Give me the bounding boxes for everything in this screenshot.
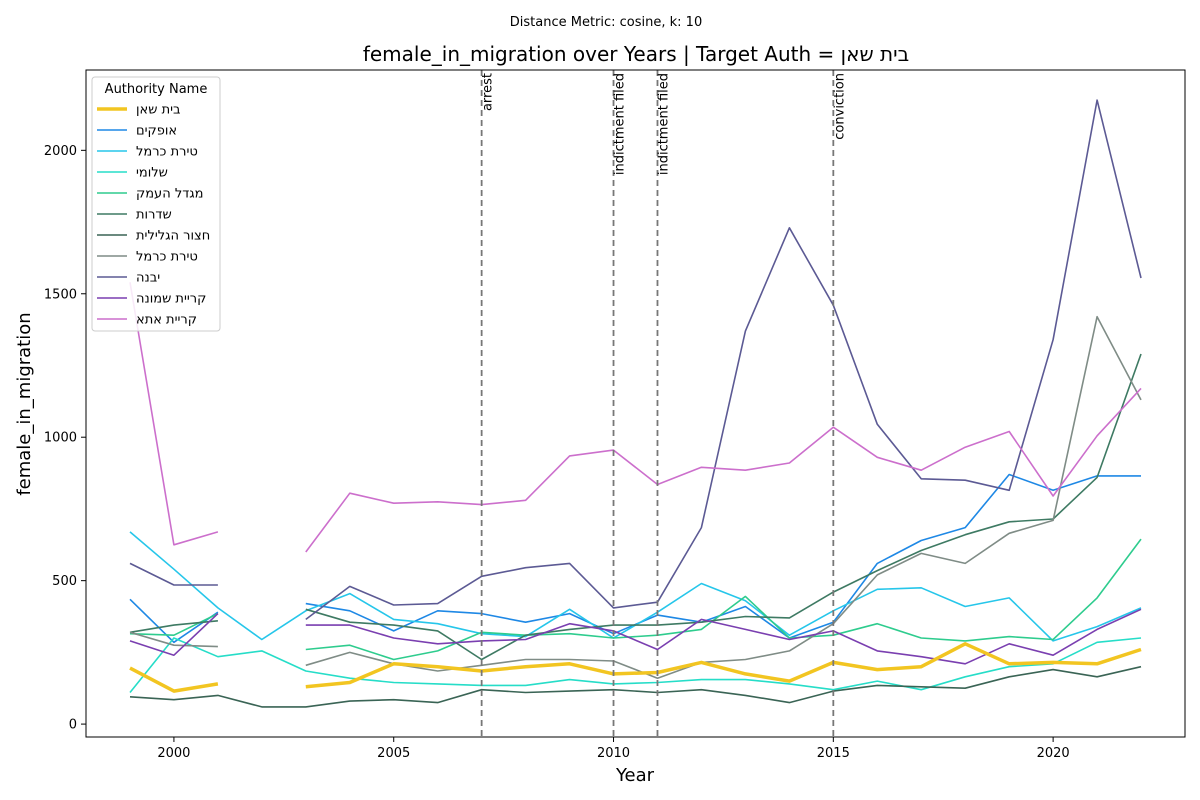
series-line — [129, 631, 218, 648]
event-markers: arrest indictment filed indictment filed co… — [481, 70, 847, 737]
legend: Authority Name בית שאן אופקים טירת כרמל שלו… — [91, 76, 221, 332]
series-line — [305, 608, 1142, 665]
x-tick-label: 2005 — [377, 746, 410, 761]
x-tick-label: 2010 — [597, 746, 630, 761]
series-line — [305, 473, 1141, 639]
legend-label: קריית אתא — [136, 313, 197, 328]
series-line — [305, 315, 1142, 679]
series-line — [305, 387, 1142, 553]
legend-label: אופקים — [136, 124, 177, 139]
legend-label: טירת כרמל — [136, 145, 198, 160]
series-line — [129, 665, 1142, 708]
series-line — [305, 538, 1142, 661]
legend-label: שדרות — [136, 208, 172, 223]
y-axis-label: female_in_migration — [14, 312, 35, 495]
y-tick-label: 0 — [69, 718, 77, 733]
x-axis: 2000 2005 2010 2015 2020 — [157, 737, 1070, 761]
legend-label: בית שאן — [136, 103, 181, 118]
event-label: indictment filed — [613, 73, 628, 175]
y-tick-label: 1000 — [44, 431, 77, 446]
x-axis-label: Year — [615, 765, 655, 786]
x-tick-label: 2020 — [1037, 746, 1070, 761]
plot-lines — [129, 99, 1142, 708]
legend-title: Authority Name — [105, 82, 208, 97]
x-tick-label: 2015 — [817, 746, 850, 761]
y-tick-label: 1500 — [44, 287, 77, 302]
plot-frame — [85, 69, 1186, 738]
x-tick-label: 2000 — [157, 746, 190, 761]
y-tick-label: 500 — [52, 574, 77, 589]
event-label: arrest — [481, 73, 496, 111]
chart-title: female_in_migration over Years | Target … — [363, 42, 909, 66]
y-tick-label: 2000 — [44, 144, 77, 159]
series-line — [129, 612, 219, 636]
legend-label: קריית שמונה — [136, 292, 206, 307]
series-line — [305, 642, 1142, 689]
legend-box — [91, 76, 221, 332]
series-line — [129, 613, 219, 656]
series-line — [305, 353, 1142, 661]
legend-label: יבנה — [136, 271, 160, 286]
legend-label: שלומי — [136, 166, 168, 181]
legend-label: מגדל העמק — [136, 187, 204, 202]
y-axis: 0 500 1000 1500 2000 — [44, 144, 86, 733]
chart-subtitle: Distance Metric: cosine, k: 10 — [510, 15, 702, 30]
legend-items: בית שאן אופקים טירת כרמל שלומי מגדל העמק שדרו… — [97, 103, 210, 328]
series-line — [305, 99, 1142, 621]
series-line — [129, 666, 219, 693]
event-label: conviction — [832, 73, 847, 140]
series-line — [129, 620, 218, 634]
legend-label: חצור הגלילית — [136, 229, 210, 244]
event-label: indictment filed — [656, 73, 671, 175]
series-line — [129, 637, 1142, 694]
legend-label: טירת כרמל — [136, 250, 198, 265]
series-line — [129, 282, 219, 546]
series-line — [129, 562, 218, 586]
